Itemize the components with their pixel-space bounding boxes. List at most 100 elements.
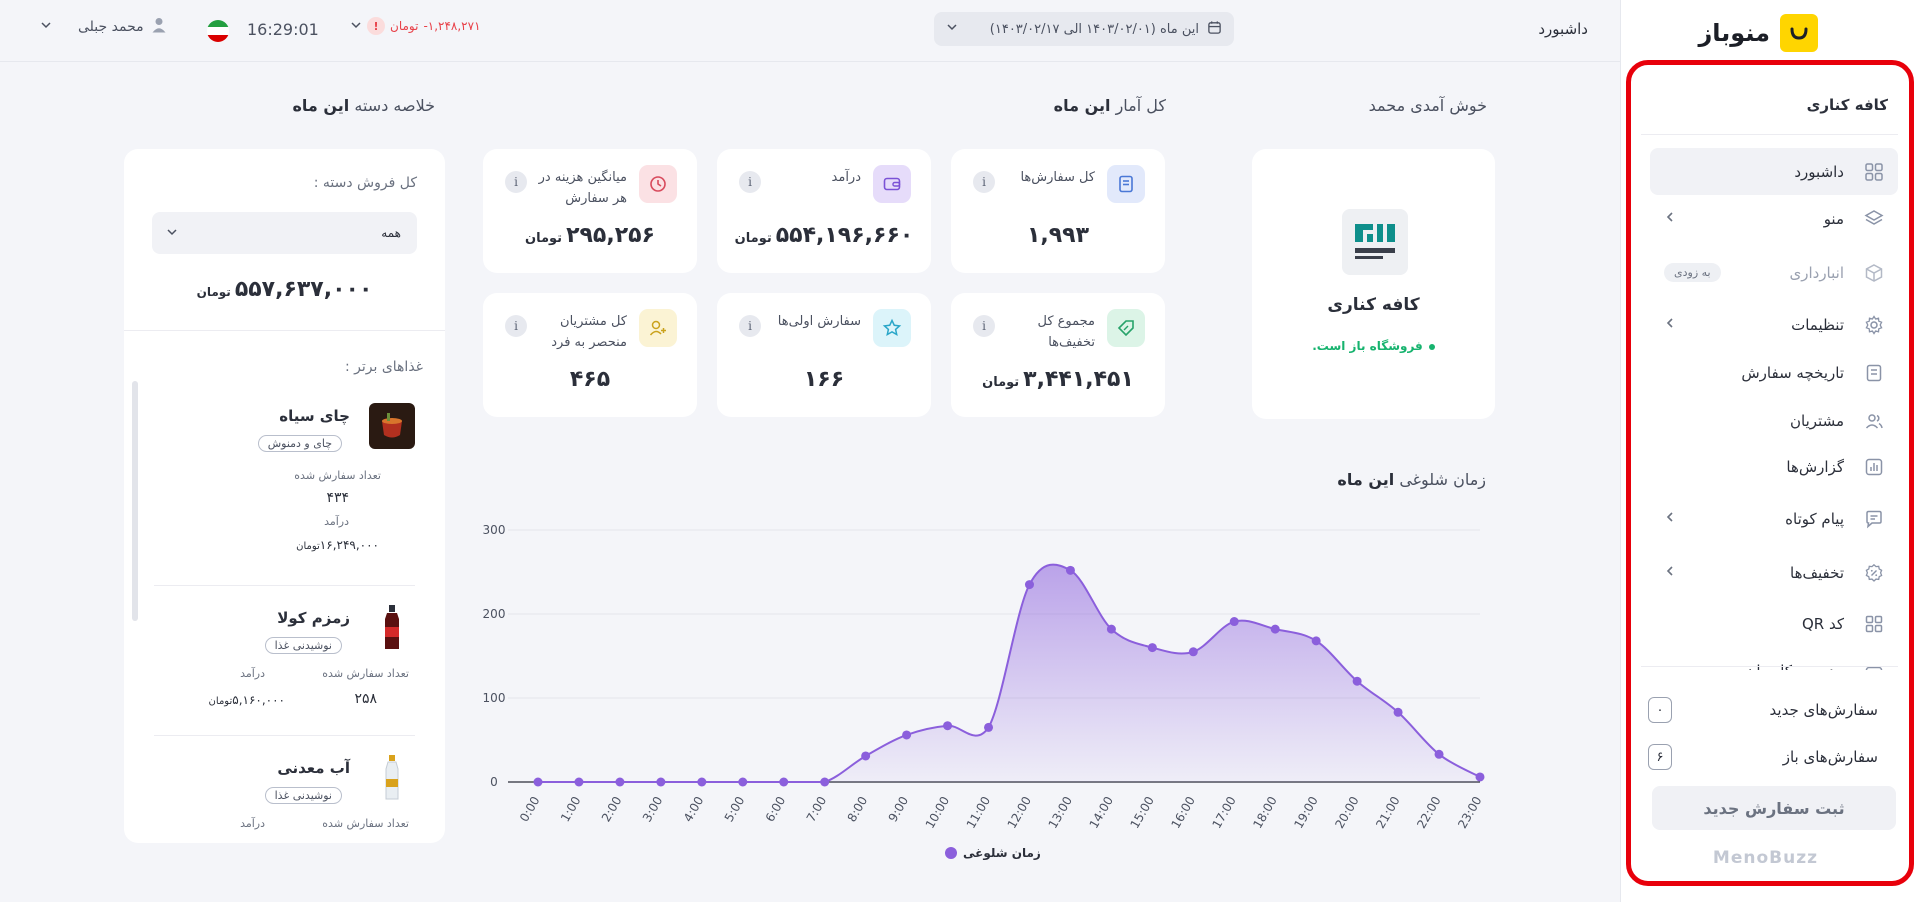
sidebar-item-discount[interactable]: تخفیف‌ها bbox=[1650, 549, 1898, 596]
x-tick-label: 3:00 bbox=[640, 794, 666, 824]
data-point[interactable] bbox=[1352, 676, 1362, 686]
sidebar-item-label: تخفیف‌ها bbox=[1790, 563, 1844, 582]
sidebar: منوباز کافه کناری داشبورد منو انبارداری به … bbox=[1620, 0, 1918, 902]
new-orders-label: سفارش‌های جدید bbox=[1769, 701, 1878, 719]
data-point[interactable] bbox=[1188, 647, 1198, 657]
date-range-select[interactable]: این ماه (۱۴۰۳/۰۲/۰۱ الی ۱۴۰۳/۰۲/۱۷) bbox=[934, 12, 1234, 46]
info-icon[interactable]: i bbox=[973, 315, 995, 337]
info-icon[interactable]: i bbox=[505, 171, 527, 193]
category-filter-value: همه bbox=[381, 226, 401, 240]
count-label: تعداد سفارش شده bbox=[294, 469, 381, 482]
sidebar-item-grid[interactable]: داشبورد bbox=[1650, 148, 1898, 195]
balance-indicator[interactable]: ! تومان -۱,۲۴۸,۲۷۱ bbox=[350, 17, 481, 35]
data-point[interactable] bbox=[1065, 565, 1075, 575]
x-tick-label: 14:00 bbox=[1087, 794, 1116, 831]
stat-label: درآمد bbox=[831, 170, 861, 185]
info-icon[interactable]: i bbox=[739, 171, 761, 193]
count-value: ۴۳۴ bbox=[326, 490, 349, 506]
data-point[interactable] bbox=[1475, 772, 1485, 782]
y-tick-label: 100 bbox=[483, 691, 506, 705]
data-point[interactable] bbox=[1229, 617, 1239, 627]
data-point[interactable] bbox=[1311, 636, 1321, 646]
data-point[interactable] bbox=[738, 777, 748, 787]
sidebar-item-gear[interactable]: تنظیمات bbox=[1650, 301, 1898, 348]
store-status: فروشگاه باز است. bbox=[1252, 339, 1495, 353]
total-sales-label: کل فروش دسته : bbox=[313, 175, 417, 191]
food-item[interactable]: زمزم کولا نوشیدنی غذا تعداد سفارش شده در… bbox=[154, 605, 415, 715]
new-order-button[interactable]: ثبت سفارش جدید bbox=[1652, 786, 1896, 830]
iran-flag-icon[interactable] bbox=[207, 20, 229, 42]
chart-legend[interactable]: زمان شلوغی bbox=[945, 846, 1041, 860]
summary-heading-suffix: این ماه bbox=[292, 96, 350, 115]
open-orders-row[interactable]: سفارش‌های باز ۶ bbox=[1648, 744, 1878, 770]
sidebar-item-layers[interactable]: منو bbox=[1650, 195, 1898, 242]
welcome-heading: خوش آمدی محمد bbox=[1368, 96, 1487, 115]
info-icon[interactable]: i bbox=[505, 315, 527, 337]
top-foods-label: غذاهای برتر : bbox=[344, 359, 423, 375]
food-name: آب معدنی bbox=[277, 759, 350, 777]
sidebar-item-message[interactable]: پیام کوتاه bbox=[1650, 495, 1898, 542]
data-point[interactable] bbox=[943, 721, 953, 731]
x-tick-label: 10:00 bbox=[923, 794, 952, 831]
x-tick-label: 7:00 bbox=[804, 794, 830, 824]
data-point[interactable] bbox=[1147, 643, 1157, 653]
food-item[interactable]: چای سیاه چای و دمنوش تعداد سفارش شده ۴۳۴… bbox=[154, 403, 415, 563]
discount-icon bbox=[1862, 561, 1886, 585]
stat-card-first-orders: سفارش اولی‌ها i ۱۶۶ bbox=[717, 293, 931, 417]
sidebar-item-receipt[interactable]: تاریخچه سفارش bbox=[1650, 349, 1898, 396]
total-sales-value: ۵۵۷,۶۳۷,۰۰۰تومان bbox=[124, 277, 445, 302]
divider bbox=[1641, 134, 1898, 135]
page-title: داشبورد bbox=[1538, 20, 1588, 38]
data-point[interactable] bbox=[1024, 580, 1034, 590]
info-icon[interactable]: i bbox=[973, 171, 995, 193]
x-tick-label: 8:00 bbox=[845, 794, 871, 824]
x-tick-label: 6:00 bbox=[763, 794, 789, 824]
user-menu[interactable]: محمد جبلی bbox=[40, 17, 166, 37]
data-point[interactable] bbox=[574, 777, 584, 787]
data-point[interactable] bbox=[533, 777, 543, 787]
summary-heading-prefix: خلاصه دسته bbox=[354, 96, 435, 115]
user-name: محمد جبلی bbox=[78, 19, 144, 35]
x-tick-label: 4:00 bbox=[681, 794, 707, 824]
data-point[interactable] bbox=[779, 777, 789, 787]
sidebar-item-users[interactable]: مشتریان bbox=[1650, 397, 1898, 444]
data-point[interactable] bbox=[984, 722, 994, 732]
data-point[interactable] bbox=[1393, 707, 1403, 717]
data-point[interactable] bbox=[820, 777, 830, 787]
data-point[interactable] bbox=[1106, 624, 1116, 634]
data-point[interactable] bbox=[1270, 624, 1280, 634]
brand-logo-icon bbox=[1780, 14, 1818, 52]
x-tick-label: 0:00 bbox=[517, 794, 543, 824]
chevron-down-icon bbox=[350, 19, 362, 34]
food-item[interactable]: آب معدنی نوشیدنی غذا تعداد سفارش شده درآ… bbox=[154, 755, 415, 835]
cafe-name: کافه کناری bbox=[1327, 295, 1420, 315]
stat-label: میانگین هزینه در هر سفارش bbox=[538, 170, 627, 206]
info-icon[interactable]: i bbox=[739, 315, 761, 337]
brand[interactable]: منوباز bbox=[1698, 14, 1818, 52]
sidebar-item-label: تنظیمات bbox=[1791, 315, 1844, 334]
data-point[interactable] bbox=[656, 777, 666, 787]
divider bbox=[154, 735, 415, 736]
scrollbar[interactable] bbox=[132, 381, 138, 621]
user-manage-icon bbox=[1862, 662, 1886, 670]
clock-icon bbox=[639, 165, 677, 203]
grid-icon bbox=[1862, 160, 1886, 184]
food-category-tag: نوشیدنی غذا bbox=[264, 787, 342, 804]
category-filter-select[interactable]: همه bbox=[152, 212, 417, 254]
data-point[interactable] bbox=[615, 777, 625, 787]
sidebar-item-label: مشتریان bbox=[1790, 411, 1844, 430]
clock: 16:29:01 bbox=[247, 20, 319, 39]
data-point[interactable] bbox=[861, 751, 871, 761]
count-label: تعداد سفارش شده bbox=[322, 667, 409, 680]
data-point[interactable] bbox=[902, 730, 912, 740]
stat-label: کل مشتریان منحصر به فرد bbox=[551, 314, 627, 350]
tea-image-icon bbox=[369, 403, 415, 449]
sidebar-item-qr[interactable]: کد QR bbox=[1650, 600, 1898, 647]
unit-label: تومان bbox=[525, 231, 563, 246]
data-point[interactable] bbox=[1434, 749, 1444, 759]
stat-card-orders: کل سفارش‌ها i ۱,۹۹۳ bbox=[951, 149, 1165, 273]
sidebar-item-chart[interactable]: گزارش‌ها bbox=[1650, 443, 1898, 490]
x-tick-label: 2:00 bbox=[599, 794, 625, 824]
new-orders-row[interactable]: سفارش‌های جدید ۰ bbox=[1648, 697, 1878, 723]
data-point[interactable] bbox=[697, 777, 707, 787]
